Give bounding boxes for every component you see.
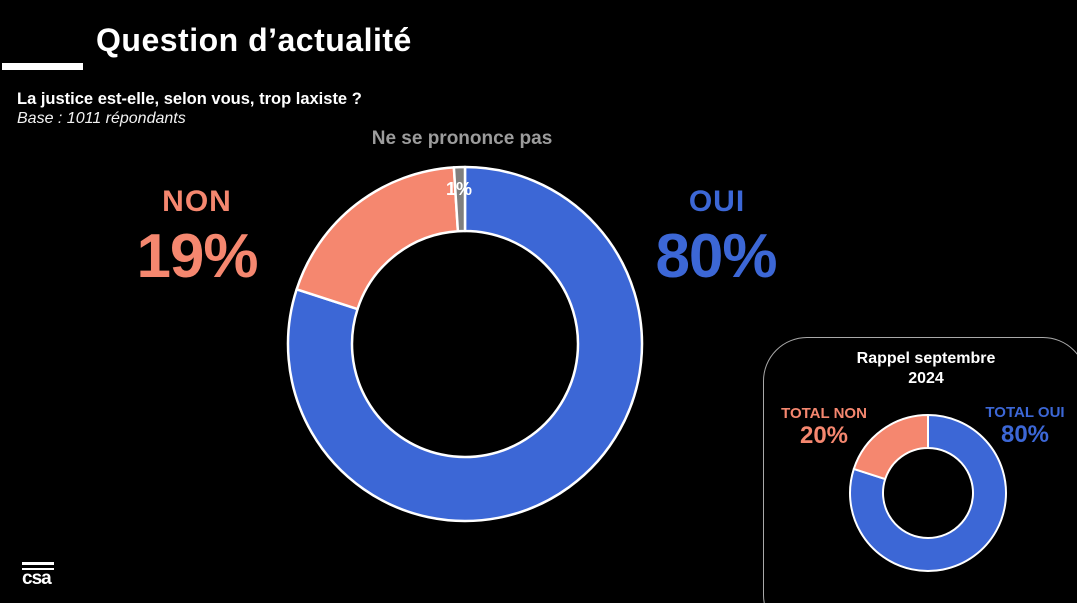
oui-label: OUI	[688, 185, 746, 218]
non-value: 19%	[136, 222, 258, 291]
recall-title-line1: Rappel septembre	[856, 350, 996, 367]
recall-september-box: Rappel septembre 2024 TOTAL NON 20% TOTA…	[763, 337, 1077, 603]
recall-total-oui-label: TOTAL OUI	[985, 404, 1065, 421]
recall-box-title: Rappel septembre 2024	[816, 349, 1036, 388]
oui-value: 80%	[655, 222, 777, 291]
csa-logo-text: csa	[22, 568, 54, 588]
no-answer-value: 1%	[446, 179, 473, 199]
donut-slice-total-non	[852, 414, 929, 481]
page-title: Question d’actualité	[96, 22, 412, 58]
survey-base: Base : 1011 répondants	[17, 110, 186, 127]
recall-total-non-value: 20%	[799, 422, 849, 449]
header-accent-dash	[2, 63, 83, 70]
donut-slice-total-oui	[849, 414, 1007, 572]
recall-total-non-label: TOTAL NON	[781, 405, 867, 422]
recall-total-oui-value: 80%	[1000, 421, 1050, 448]
donut-slice-ne-se-prononce-pas	[452, 165, 467, 233]
no-answer-label: Ne se prononce pas	[371, 128, 553, 149]
donut-slice-oui	[286, 165, 644, 523]
non-label: NON	[162, 185, 232, 218]
main-donut-chart	[286, 165, 644, 523]
csa-logo: csa	[22, 562, 54, 588]
survey-question: La justice est-elle, selon vous, trop la…	[17, 90, 362, 108]
recall-donut-chart	[849, 414, 1007, 572]
recall-title-line2: 2024	[908, 369, 944, 387]
donut-slice-non	[295, 166, 460, 311]
